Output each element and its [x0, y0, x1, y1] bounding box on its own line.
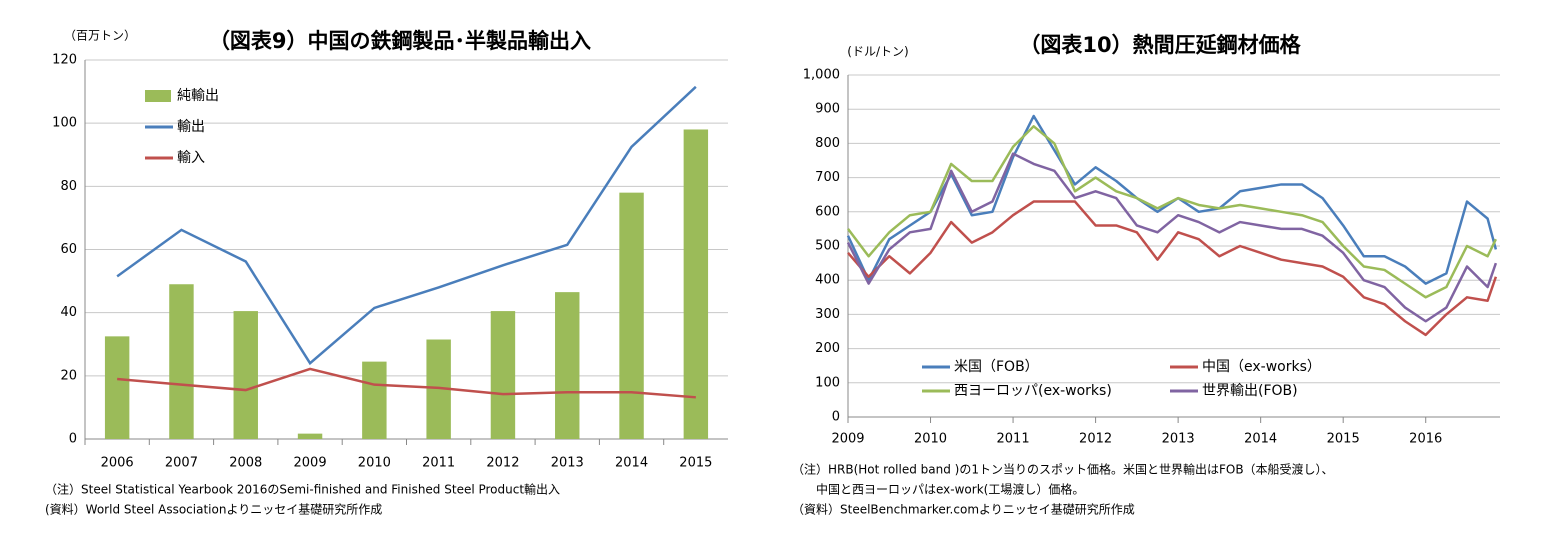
x-tick-label: 2015: [679, 456, 712, 471]
chart-title: （図表9）中国の鉄鋼製品･半製品輸出入: [209, 29, 591, 53]
line-series: [116, 85, 697, 366]
y-tick-label: 200: [815, 341, 840, 356]
y-tick-label: 800: [815, 136, 840, 151]
line-series: [847, 200, 1498, 337]
y-tick-label: 100: [815, 375, 840, 390]
x-tick-label: 2016: [1409, 432, 1442, 447]
x-tick-label: 2009: [831, 432, 864, 447]
legend-label: 中国（ex-works）: [1202, 359, 1321, 375]
y-axis-unit: （百万トン）: [64, 29, 136, 43]
note: （資料）SteelBenchmarker.comよりニッセイ基礎研究所作成: [792, 502, 1135, 517]
legend-label: 米国（FOB）: [954, 359, 1039, 375]
y-tick-label: 60: [60, 242, 77, 257]
bar: [362, 361, 387, 439]
x-tick-label: 2012: [1079, 432, 1112, 447]
x-tick-label: 2010: [914, 432, 947, 447]
legend-label: 輸入: [177, 150, 205, 166]
legend-label: 輸出: [177, 119, 205, 135]
y-tick-label: 300: [815, 307, 840, 322]
y-tick-label: 20: [60, 368, 77, 383]
x-tick-label: 2012: [486, 456, 519, 471]
bar: [683, 129, 709, 439]
bar: [169, 284, 194, 439]
legend-swatch: [145, 90, 171, 102]
bar: [555, 292, 580, 439]
x-tick-label: 2006: [101, 456, 134, 471]
y-tick-label: 0: [832, 410, 840, 425]
x-tick-label: 2009: [294, 456, 327, 471]
y-tick-label: 100: [52, 116, 77, 131]
bar: [490, 311, 516, 439]
y-tick-label: 500: [815, 239, 840, 254]
line-series: [847, 125, 1497, 299]
bar: [619, 192, 644, 439]
x-tick-label: 2007: [165, 456, 198, 471]
note: （注）Steel Statistical Yearbook 2016のSemi-…: [45, 482, 560, 497]
x-tick-label: 2014: [615, 456, 648, 471]
y-tick-label: 80: [60, 179, 77, 194]
y-tick-label: 900: [815, 102, 840, 117]
x-tick-label: 2010: [358, 456, 391, 471]
line-series: [117, 367, 696, 399]
legend-label: 純輸出: [177, 88, 219, 104]
y-tick-label: 700: [815, 170, 840, 185]
y-tick-label: 400: [815, 273, 840, 288]
x-tick-label: 2013: [551, 456, 584, 471]
legend-label: 世界輸出(FOB): [1202, 383, 1298, 399]
y-axis-unit: (ドル/トン): [847, 45, 908, 59]
note: 中国と西ヨーロッパはex-work(工場渡し）価格。: [792, 482, 1084, 497]
y-tick-label: 0: [69, 432, 77, 447]
x-tick-label: 2015: [1327, 432, 1360, 447]
x-tick-label: 2014: [1244, 432, 1277, 447]
bar: [297, 433, 323, 439]
bar: [104, 336, 130, 439]
note: (資料）World Steel Associationよりニッセイ基礎研究所作成: [45, 502, 382, 517]
line-series: [846, 152, 1498, 323]
y-tick-label: 600: [815, 204, 840, 219]
legend-label: 西ヨーロッパ(ex-works): [954, 383, 1112, 399]
y-tick-label: 40: [60, 305, 77, 320]
chart-title: （図表10）熱間圧延鋼材価格: [1019, 33, 1301, 57]
note: （注）HRB(Hot rolled band )の1トン当りのスポット価格。米国…: [792, 462, 1334, 477]
x-tick-label: 2013: [1162, 432, 1195, 447]
x-tick-label: 2008: [229, 456, 262, 471]
x-tick-label: 2011: [997, 432, 1030, 447]
y-tick-label: 1,000: [803, 68, 840, 83]
bar: [233, 311, 258, 439]
x-tick-label: 2011: [422, 456, 455, 471]
y-tick-label: 120: [52, 53, 77, 68]
